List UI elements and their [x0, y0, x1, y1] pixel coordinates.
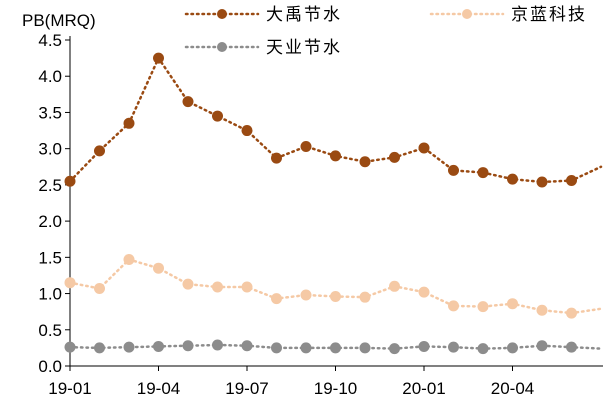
data-point — [448, 300, 459, 312]
y-axis-label: PB(MRQ) — [22, 11, 96, 30]
data-point — [241, 281, 253, 293]
data-point — [123, 254, 135, 266]
legend-label: 大禹节水 — [266, 5, 342, 25]
y-tick-label: 4.0 — [38, 67, 62, 86]
data-point — [566, 307, 577, 319]
data-point — [418, 142, 430, 154]
data-point — [241, 340, 253, 352]
data-point — [123, 117, 135, 129]
data-point — [182, 96, 194, 108]
data-point — [182, 340, 194, 352]
data-point — [536, 340, 548, 352]
data-point — [448, 164, 459, 176]
data-point — [271, 342, 282, 354]
data-point — [566, 341, 577, 353]
legend-label: 天业节水 — [266, 38, 342, 58]
data-point — [212, 281, 223, 293]
y-tick-label: 2.5 — [38, 176, 62, 195]
data-point — [94, 342, 105, 354]
data-point — [536, 304, 548, 316]
axes: 0.0 0.5 1.0 1.5 2.0 2.5 3.0 3.5 4.0 4.5 19-01 19-04… — [38, 31, 603, 394]
legend-marker — [217, 9, 227, 19]
y-tick-label: 3.5 — [38, 103, 62, 122]
data-point — [359, 291, 371, 303]
data-point — [389, 343, 400, 355]
data-point — [359, 342, 371, 354]
data-point — [64, 175, 76, 187]
y-tick-label: 1.0 — [38, 285, 62, 304]
legend-marker — [462, 9, 472, 19]
data-point — [182, 278, 194, 290]
y-tick-label: 2.0 — [38, 212, 62, 231]
x-tick-label: 20-01 — [402, 379, 445, 394]
data-point — [507, 173, 518, 185]
y-tick-label: 0.5 — [38, 321, 62, 340]
series-2 — [64, 254, 603, 319]
data-point — [330, 342, 341, 354]
data-point — [330, 290, 341, 302]
data-point — [153, 52, 164, 64]
x-tick-label: 19-01 — [48, 379, 91, 394]
data-point — [477, 167, 489, 179]
data-point — [300, 289, 312, 301]
y-tick-label: 1.5 — [38, 248, 62, 267]
data-point — [271, 293, 282, 305]
data-point — [153, 262, 164, 274]
x-tick-label: 19-07 — [225, 379, 268, 394]
y-tick-label: 4.5 — [38, 31, 62, 50]
data-point — [477, 343, 489, 355]
y-tick-label: 3.0 — [38, 140, 62, 159]
data-point — [418, 286, 430, 298]
legend-marker — [217, 42, 227, 52]
data-point — [212, 110, 223, 122]
series-3 — [64, 339, 603, 355]
data-point — [389, 280, 400, 292]
data-point — [153, 340, 164, 352]
data-point — [359, 156, 371, 168]
x-tick-label: 20-04 — [491, 379, 534, 394]
x-tick-label: 19-04 — [137, 379, 180, 394]
data-point — [448, 341, 459, 353]
series-layer — [64, 52, 603, 355]
data-point — [271, 152, 282, 164]
data-point — [123, 341, 135, 353]
series-line — [68, 55, 603, 184]
legend-label: 京蓝科技 — [511, 5, 587, 25]
data-point — [389, 151, 400, 163]
x-tick-label: 19-10 — [314, 379, 357, 394]
data-point — [212, 339, 223, 351]
data-point — [566, 175, 577, 187]
series-1 — [64, 52, 603, 188]
data-point — [418, 340, 430, 352]
data-point — [94, 282, 105, 294]
data-point — [477, 301, 489, 313]
data-point — [64, 277, 76, 289]
data-point — [536, 176, 548, 188]
data-point — [300, 140, 312, 152]
data-point — [241, 125, 253, 137]
y-tick-label: 0.0 — [38, 357, 62, 376]
data-point — [94, 145, 105, 157]
series-line — [68, 258, 603, 315]
data-point — [507, 342, 518, 354]
data-point — [64, 341, 76, 353]
data-point — [330, 150, 341, 162]
data-point — [507, 298, 518, 310]
data-point — [300, 342, 312, 354]
